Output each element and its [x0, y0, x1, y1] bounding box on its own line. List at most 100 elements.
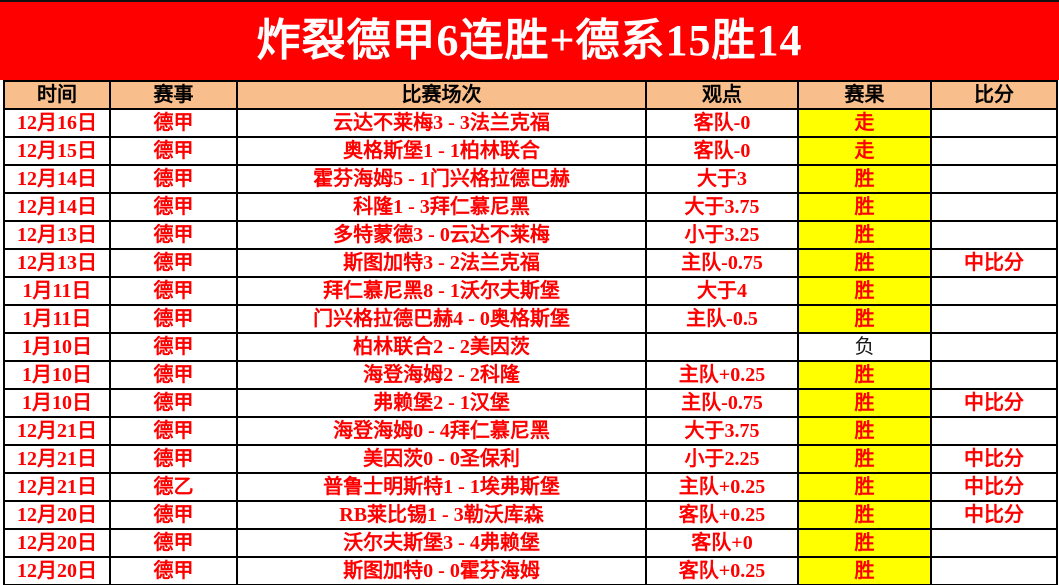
column-header-league: 赛事: [109, 80, 238, 110]
cell-score: [930, 416, 1058, 446]
table-header-row: 时间 赛事 比赛场次 观点 赛果 比分: [3, 80, 1058, 110]
column-header-result: 赛果: [797, 80, 932, 110]
cell-match: 斯图加特3 - 2法兰克福: [236, 248, 647, 278]
cell-result: 胜: [797, 500, 932, 530]
table-row: 1月10日 德甲 弗赖堡2 - 1汉堡 主队-0.75 胜 中比分: [3, 388, 1058, 418]
cell-date: 1月11日: [3, 276, 111, 306]
cell-date: 1月10日: [3, 388, 111, 418]
cell-date: 12月21日: [3, 472, 111, 502]
cell-view: 主队+0.25: [645, 472, 799, 502]
table-row: 12月21日 德甲 海登海姆0 - 4拜仁慕尼黑 大于3.75 胜: [3, 416, 1058, 446]
cell-date: 1月10日: [3, 332, 111, 362]
cell-result: 胜: [797, 164, 932, 194]
cell-view: 客队-0: [645, 136, 799, 166]
cell-score: 中比分: [930, 248, 1058, 278]
cell-result: 胜: [797, 528, 932, 558]
cell-view: 主队-0.75: [645, 248, 799, 278]
cell-date: 12月20日: [3, 556, 111, 585]
table-row: 12月21日 德甲 美因茨0 - 0圣保利 小于2.25 胜 中比分: [3, 444, 1058, 474]
table-row: 12月21日 德乙 普鲁士明斯特1 - 1埃弗斯堡 主队+0.25 胜 中比分: [3, 472, 1058, 502]
cell-score: [930, 220, 1058, 250]
cell-view: 主队-0.5: [645, 304, 799, 334]
cell-league: 德乙: [109, 472, 238, 502]
cell-date: 12月15日: [3, 136, 111, 166]
cell-league: 德甲: [109, 304, 238, 334]
cell-date: 12月14日: [3, 164, 111, 194]
column-header-view: 观点: [645, 80, 799, 110]
cell-date: 12月20日: [3, 528, 111, 558]
cell-match: 美因茨0 - 0圣保利: [236, 444, 647, 474]
cell-league: 德甲: [109, 164, 238, 194]
cell-match: 拜仁慕尼黑8 - 1沃尔夫斯堡: [236, 276, 647, 306]
cell-league: 德甲: [109, 416, 238, 446]
table-row: 12月20日 德甲 斯图加特0 - 0霍芬海姆 客队+0.25 胜: [3, 556, 1058, 585]
table-row: 1月11日 德甲 门兴格拉德巴赫4 - 0奥格斯堡 主队-0.5 胜: [3, 304, 1058, 334]
cell-score: [930, 360, 1058, 390]
cell-view: 客队+0: [645, 528, 799, 558]
cell-league: 德甲: [109, 388, 238, 418]
cell-match: 霍芬海姆5 - 1门兴格拉德巴赫: [236, 164, 647, 194]
table-wrap: 时间 赛事 比赛场次 观点 赛果 比分 12月16日 德甲 云达不莱梅3 - 3…: [0, 80, 1059, 585]
column-header-score: 比分: [930, 80, 1058, 110]
cell-match: 斯图加特0 - 0霍芬海姆: [236, 556, 647, 585]
cell-view: 客队+0.25: [645, 500, 799, 530]
cell-result: 胜: [797, 192, 932, 222]
title-banner: 炸裂德甲6连胜+德系15胜14: [0, 2, 1059, 80]
cell-result: 胜: [797, 472, 932, 502]
cell-view: 小于2.25: [645, 444, 799, 474]
cell-score: 中比分: [930, 388, 1058, 418]
table-row: 12月14日 德甲 霍芬海姆5 - 1门兴格拉德巴赫 大于3 胜: [3, 164, 1058, 194]
cell-result: 胜: [797, 444, 932, 474]
cell-result: 负: [797, 332, 932, 362]
cell-view: 客队+0.25: [645, 556, 799, 585]
cell-league: 德甲: [109, 220, 238, 250]
cell-date: 12月16日: [3, 108, 111, 138]
table-row: 1月10日 德甲 柏林联合2 - 2美因茨 负: [3, 332, 1058, 362]
cell-result: 胜: [797, 304, 932, 334]
cell-score: [930, 556, 1058, 585]
cell-date: 1月10日: [3, 360, 111, 390]
cell-score: 中比分: [930, 500, 1058, 530]
cell-score: 中比分: [930, 444, 1058, 474]
cell-league: 德甲: [109, 528, 238, 558]
cell-result: 胜: [797, 220, 932, 250]
cell-view: 大于3.75: [645, 192, 799, 222]
cell-date: 1月11日: [3, 304, 111, 334]
cell-view: 主队+0.25: [645, 360, 799, 390]
cell-league: 德甲: [109, 556, 238, 585]
cell-league: 德甲: [109, 192, 238, 222]
cell-match: 海登海姆0 - 4拜仁慕尼黑: [236, 416, 647, 446]
cell-date: 12月13日: [3, 220, 111, 250]
cell-result: 胜: [797, 248, 932, 278]
cell-match: 海登海姆2 - 2科隆: [236, 360, 647, 390]
cell-league: 德甲: [109, 444, 238, 474]
cell-score: [930, 136, 1058, 166]
cell-league: 德甲: [109, 108, 238, 138]
cell-league: 德甲: [109, 500, 238, 530]
column-header-match: 比赛场次: [236, 80, 647, 110]
table-row: 12月20日 德甲 RB莱比锡1 - 3勒沃库森 客队+0.25 胜 中比分: [3, 500, 1058, 530]
results-table: 时间 赛事 比赛场次 观点 赛果 比分 12月16日 德甲 云达不莱梅3 - 3…: [3, 80, 1058, 585]
cell-match: 云达不莱梅3 - 3法兰克福: [236, 108, 647, 138]
cell-date: 12月20日: [3, 500, 111, 530]
cell-match: 沃尔夫斯堡3 - 4弗赖堡: [236, 528, 647, 558]
cell-match: 科隆1 - 3拜仁慕尼黑: [236, 192, 647, 222]
cell-match: RB莱比锡1 - 3勒沃库森: [236, 500, 647, 530]
cell-score: [930, 304, 1058, 334]
cell-match: 多特蒙德3 - 0云达不莱梅: [236, 220, 647, 250]
table-row: 1月10日 德甲 海登海姆2 - 2科隆 主队+0.25 胜: [3, 360, 1058, 390]
cell-view: 大于3.75: [645, 416, 799, 446]
cell-score: [930, 332, 1058, 362]
cell-result: 走: [797, 108, 932, 138]
cell-match: 奥格斯堡1 - 1柏林联合: [236, 136, 647, 166]
cell-view: [645, 332, 799, 362]
cell-score: [930, 164, 1058, 194]
cell-league: 德甲: [109, 360, 238, 390]
table-row: 12月20日 德甲 沃尔夫斯堡3 - 4弗赖堡 客队+0 胜: [3, 528, 1058, 558]
table-row: 12月13日 德甲 斯图加特3 - 2法兰克福 主队-0.75 胜 中比分: [3, 248, 1058, 278]
cell-date: 12月21日: [3, 416, 111, 446]
column-header-time: 时间: [3, 80, 111, 110]
table-row: 12月16日 德甲 云达不莱梅3 - 3法兰克福 客队-0 走: [3, 108, 1058, 138]
cell-view: 主队-0.75: [645, 388, 799, 418]
